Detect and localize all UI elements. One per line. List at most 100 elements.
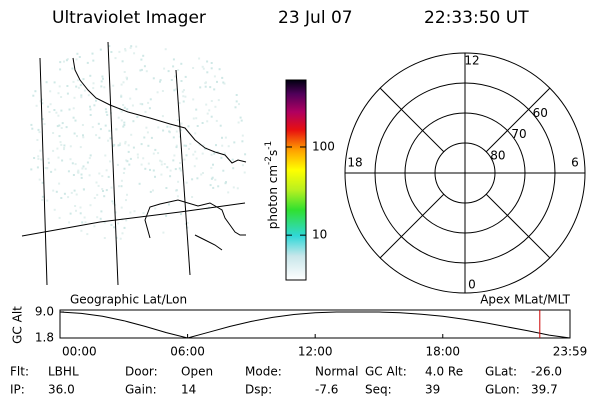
uv-pixel [86,161,89,164]
uv-pixel [142,212,145,215]
uv-pixel [30,168,33,171]
uv-pixel [73,189,76,192]
uv-pixel [81,167,84,170]
uv-pixel [80,173,83,176]
uv-pixel [79,84,82,87]
uv-pixel [174,168,177,171]
uv-pixel [185,154,188,157]
uv-pixel [149,168,151,171]
uv-pixel [74,119,77,122]
latitude-label: 60 [533,106,548,120]
uv-pixel [231,158,234,161]
uv-pixel [75,193,78,196]
uv-pixel [136,153,139,156]
uv-pixel [118,50,121,53]
uv-pixel [160,163,163,166]
uv-pixel [175,146,178,149]
uv-pixel [119,237,122,240]
uv-pixel [149,190,152,193]
uv-pixel [77,169,80,172]
uv-pixel [39,100,42,103]
y-tick-label: 9.0 [35,305,54,319]
uv-pixel [148,107,151,110]
uv-pixel [115,128,118,131]
uv-pixel [45,167,48,170]
uv-pixel [144,167,147,170]
uv-pixel [97,122,100,125]
uv-pixel [152,169,155,172]
uv-pixel [168,130,171,133]
uv-pixel [89,114,92,116]
uv-pixel [192,153,195,156]
uv-pixel [165,214,168,217]
uv-pixel [41,102,44,105]
uv-pixel [175,130,178,133]
uv-pixel [129,46,132,49]
uv-pixel [57,92,60,95]
uv-pixel [56,125,59,128]
uv-pixel [124,49,127,52]
uv-pixel [47,161,50,164]
uv-pixel [177,119,179,121]
uv-pixel [101,188,104,190]
uv-pixel [89,204,92,207]
uv-image [30,45,247,240]
uv-pixel [213,88,216,91]
uv-pixel [154,175,156,178]
uv-pixel [180,122,183,125]
uv-pixel [84,167,87,170]
uv-pixel [41,118,44,121]
uv-pixel [152,152,155,155]
uv-pixel [194,132,197,135]
meridian [39,57,48,285]
uv-pixel [173,154,176,157]
uv-pixel [191,178,194,181]
uv-pixel [159,159,162,162]
uv-pixel [208,109,211,112]
uv-pixel [192,67,195,69]
uv-pixel [53,208,56,211]
uv-pixel [198,143,201,146]
uv-pixel [100,85,103,88]
uv-pixel [161,115,164,118]
y-axis-label: GC Alt [11,306,25,344]
uv-pixel [185,144,188,147]
uv-pixel [37,155,40,158]
uv-pixel [103,86,106,89]
uv-pixel [63,148,65,151]
uv-pixel [100,80,103,83]
uv-pixel [130,45,133,48]
uv-pixel [212,186,215,189]
uv-pixel [65,126,68,129]
uv-pixel [166,125,169,128]
field-value: -7.6 [315,383,338,397]
uv-pixel [147,144,150,147]
uv-pixel [196,125,199,127]
uv-pixel [216,80,218,83]
uv-pixel [96,193,99,196]
x-tick-label: 06:00 [170,345,205,359]
uv-pixel [121,232,124,235]
field-label: Mode: [245,365,282,379]
uv-pixel [104,124,107,127]
uv-pixel [110,223,113,226]
uv-pixel [131,104,134,107]
uv-pixel [205,103,208,106]
uv-pixel [142,157,145,160]
uv-pixel [83,216,86,219]
uv-pixel [194,150,197,153]
uv-pixel [198,57,201,60]
uv-pixel [145,70,148,73]
uv-pixel [186,221,189,224]
title: Ultraviolet Imager [52,8,206,28]
uv-pixel [175,144,178,147]
uv-pixel [178,167,181,170]
uv-pixel [180,213,182,216]
uv-pixel [233,141,236,144]
uv-pixel [146,131,149,134]
uv-pixel [184,223,187,225]
uv-pixel [49,90,52,93]
uv-pixel [92,82,95,85]
uv-pixel [170,79,173,81]
uv-pixel [120,110,123,113]
